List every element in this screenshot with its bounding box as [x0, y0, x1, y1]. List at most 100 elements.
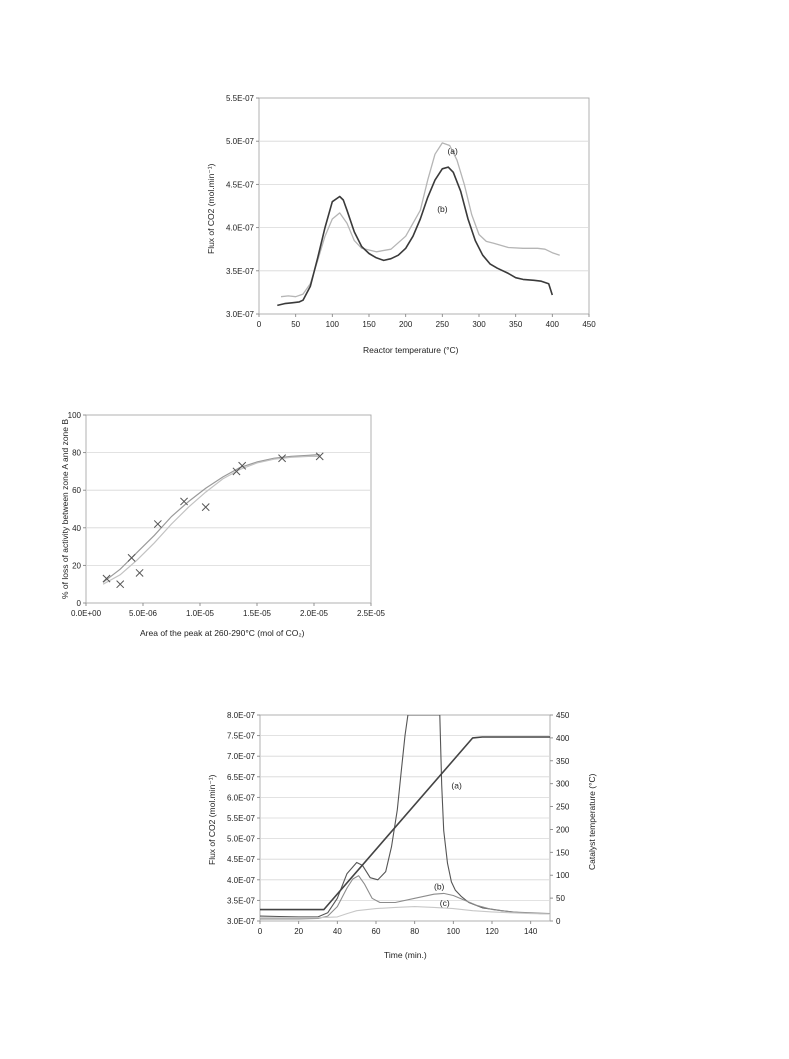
y2-tick-label: 250	[556, 803, 570, 812]
y2-tick-label: 450	[556, 711, 570, 720]
x-axis-label-2: Area of the peak at 260-290°C (mol of CO…	[140, 628, 305, 638]
marker-stroke	[201, 503, 210, 512]
x-tick-label: 120	[485, 927, 499, 936]
x-tick-label: 0.0E+00	[71, 609, 102, 618]
marker-stroke	[153, 520, 162, 528]
y-tick-label: 8.0E-07	[227, 711, 256, 720]
y-tick-label: 6.0E-07	[227, 793, 256, 802]
chart-loss-of-activity-vs-peak-area: 0 20 40 60 80 100 0.0E+00 5.0E-06 1.0E-05 1.5E-0…	[60, 411, 386, 638]
curve-annotation: (a)	[447, 146, 458, 156]
marker-stroke	[127, 553, 136, 562]
y-tick-label: 7.0E-07	[227, 752, 256, 761]
y-tick-label: 4.5E-07	[227, 855, 256, 864]
fit-line	[102, 453, 320, 583]
y-tick-label: 4.5E-07	[226, 180, 255, 189]
scatter-points-2	[102, 452, 324, 589]
x-tick-label: 200	[399, 320, 413, 329]
data-point-x-marker	[135, 568, 144, 577]
marker-stroke	[238, 461, 247, 470]
data-point-x-marker	[278, 454, 287, 463]
x-tick-label: 2.5E-05	[357, 609, 386, 618]
y2-tick-label: 0	[556, 917, 561, 926]
data-point-x-marker	[116, 580, 125, 589]
x-axis-label-1: Reactor temperature (°C)	[363, 345, 459, 355]
y-tick-label: 4.0E-07	[226, 224, 255, 233]
y-tick-label: 3.5E-07	[227, 896, 256, 905]
x-tick-label: 60	[372, 927, 381, 936]
y-tick-label: 5.0E-07	[226, 137, 255, 146]
y-tick-label: 5.0E-07	[227, 835, 256, 844]
marker-stroke	[102, 574, 111, 583]
marker-stroke	[116, 580, 125, 589]
x-tick-label: 2.0E-05	[300, 609, 329, 618]
marker-stroke	[180, 497, 188, 506]
x-tick-label: 250	[436, 320, 450, 329]
y-axis-label-3: Flux of CO2 (mol.min⁻¹)	[207, 774, 217, 865]
y-tick-labels-2: 0 20 40 60 80 100	[68, 411, 82, 608]
x-tick-labels-2: 0.0E+00 5.0E-06 1.0E-05 1.5E-05 2.0E-05 2.5E-…	[71, 609, 386, 618]
y-axis-label-1: Flux of CO2 (mol.min⁻¹)	[206, 163, 216, 254]
gridlines-1	[256, 97, 590, 317]
y-tick-label: 20	[72, 561, 81, 570]
gridlines-2	[83, 414, 372, 606]
x-tick-label: 450	[582, 320, 596, 329]
series-group-1	[277, 142, 560, 307]
annotations-1: (a) (b)	[437, 146, 458, 214]
series-group-3	[260, 715, 550, 920]
x-tick-labels-1: 0 50 100 150 200 250 300 350 400 450	[257, 320, 596, 329]
y-tick-label: 5.5E-07	[226, 94, 255, 103]
y-tick-labels-1: 3.0E-07 3.5E-07 4.0E-07 4.5E-07 5.0E-07 5.5E-…	[226, 94, 255, 319]
marker-stroke	[315, 452, 324, 461]
data-point-x-marker	[315, 452, 324, 461]
y2-tick-label: 200	[556, 825, 570, 834]
x-tick-label: 0	[257, 320, 262, 329]
data-point-x-marker	[127, 553, 136, 562]
curve-annotation: (b)	[437, 204, 448, 214]
chart-co2-flux-vs-reactor-temperature: 3.0E-07 3.5E-07 4.0E-07 4.5E-07 5.0E-07 5.5E-…	[206, 94, 596, 355]
x-tick-label: 20	[294, 927, 303, 936]
x-tick-label: 150	[362, 320, 376, 329]
y-axis-label-2: % of loss of activity between zone A and…	[60, 419, 70, 599]
y-tick-labels-3: 3.0E-07 3.5E-07 4.0E-07 4.5E-07 5.0E-07 5.5E-…	[227, 711, 256, 926]
plot-area-2	[85, 414, 372, 604]
x-tick-label: 40	[333, 927, 342, 936]
annotations-3: (a) (b) (c)	[434, 780, 462, 907]
x-tick-label: 5.0E-06	[129, 609, 158, 618]
fit-line	[102, 455, 320, 585]
x-tick-label: 400	[546, 320, 560, 329]
data-point-x-marker	[102, 574, 111, 583]
y-tick-label: 7.5E-07	[227, 732, 256, 741]
data-point-x-marker	[153, 520, 162, 528]
x-tick-label: 100	[447, 927, 461, 936]
x-tick-label: 140	[524, 927, 538, 936]
y2-tick-labels-3: 0 50 100 150 200 250 300 350 400 450	[556, 711, 570, 926]
marker-stroke	[278, 454, 287, 463]
fit-lines-2	[102, 453, 320, 585]
y2-axis-label-3: Catalyst temperature (°C)	[587, 773, 597, 870]
y2-tick-label: 300	[556, 780, 570, 789]
catalyst-temperature-line	[260, 736, 550, 911]
y-tick-label: 40	[72, 524, 81, 533]
curve-annotation: (b)	[434, 881, 445, 891]
x-tick-label: 0	[258, 927, 263, 936]
plot-area-1	[258, 97, 590, 315]
y-tick-label: 3.0E-07	[227, 917, 256, 926]
y2-tick-label: 100	[556, 871, 570, 880]
x-tick-label: 80	[410, 927, 419, 936]
y-tick-label: 4.0E-07	[227, 876, 256, 885]
y-tick-label: 6.5E-07	[227, 773, 256, 782]
y2-tick-label: 400	[556, 734, 570, 743]
gridlines-3	[257, 714, 553, 924]
data-point-x-marker	[238, 461, 247, 470]
data-point-x-marker	[201, 503, 210, 512]
curve-annotation: (c)	[440, 898, 450, 908]
y-tick-label: 3.5E-07	[226, 267, 255, 276]
data-point-x-marker	[180, 497, 188, 506]
x-tick-label: 50	[291, 320, 300, 329]
chart-co2-flux-vs-time: 3.0E-07 3.5E-07 4.0E-07 4.5E-07 5.0E-07 5.5E-…	[207, 711, 597, 960]
x-tick-label: 350	[509, 320, 523, 329]
x-axis-label-3: Time (min.)	[384, 950, 427, 960]
y-tick-label: 0	[77, 599, 82, 608]
x-tick-label: 300	[472, 320, 486, 329]
